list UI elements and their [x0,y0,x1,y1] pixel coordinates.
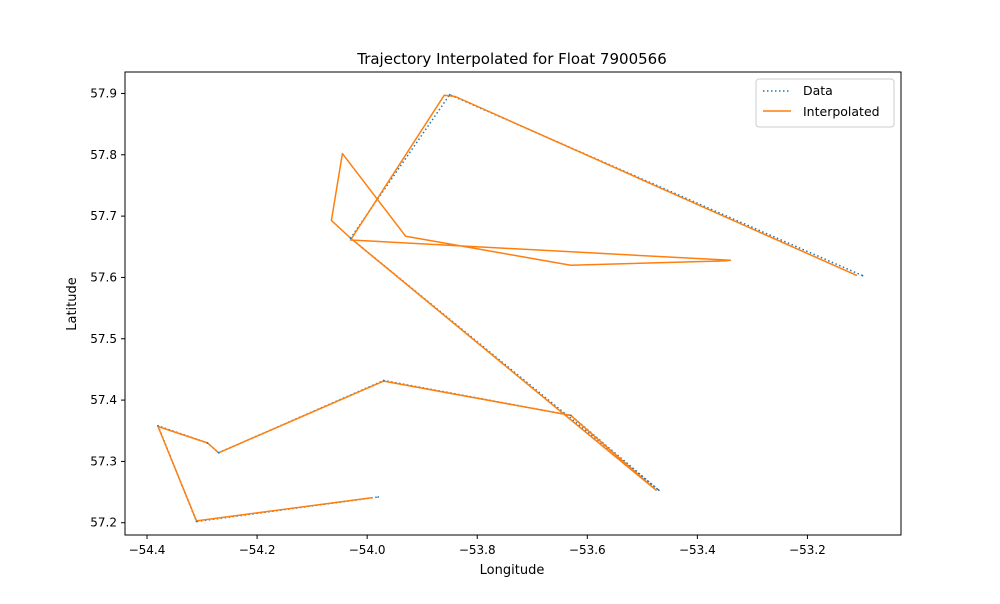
chart-title: Trajectory Interpolated for Float 790056… [356,50,667,68]
y-tick-label: 57.2 [90,516,117,530]
series-line-data [157,93,863,523]
series-line-interpolated [157,94,858,522]
y-axis-label: Latitude [65,277,80,331]
data-point [157,424,159,427]
x-tick-label: −54.2 [239,543,276,557]
data-point [382,379,385,382]
y-tick-label: 57.7 [90,209,117,223]
x-axis-ticks: −54.4 −54.2 −54.0 −53.8 −53.6 −53.4 −53.2 [129,535,826,557]
x-tick-label: −54.4 [129,543,166,557]
series-layer [157,93,864,523]
legend-label-data: Data [803,83,833,98]
y-tick-label: 57.5 [90,332,117,346]
x-tick-label: −54.0 [349,543,386,557]
legend: Data Interpolated [755,78,895,128]
x-tick-label: −53.4 [679,543,716,557]
y-tick-label: 57.4 [90,393,117,407]
x-tick-label: −53.6 [569,543,606,557]
x-tick-label: −53.8 [459,543,496,557]
x-axis-label: Longitude [480,563,545,578]
y-tick-label: 57.3 [90,454,117,468]
data-point [195,520,198,523]
data-point [861,274,864,277]
legend-box [755,78,895,128]
data-point [217,451,220,454]
data-point [448,93,451,96]
y-axis-ticks: 57.2 57.3 57.4 57.5 57.6 57.7 57.8 57.9 [90,86,125,530]
data-point [377,496,380,498]
y-tick-label: 57.8 [90,148,117,162]
legend-label-interpolated: Interpolated [803,104,880,119]
y-tick-label: 57.9 [90,86,117,100]
data-point [569,414,572,417]
data-point [349,237,352,240]
data-point [657,489,660,492]
data-point [206,442,209,444]
x-tick-label: −53.2 [789,543,826,557]
y-tick-label: 57.6 [90,270,117,284]
plot-frame [124,71,902,536]
